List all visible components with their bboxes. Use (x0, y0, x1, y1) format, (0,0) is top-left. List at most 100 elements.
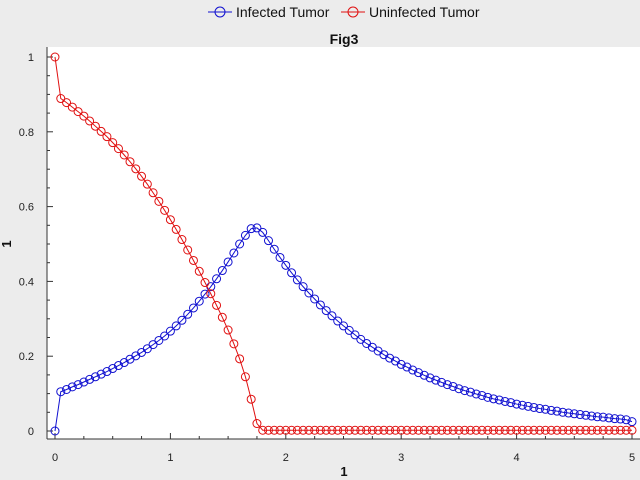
data-point-uninfected-tumor (385, 425, 395, 435)
data-point-infected-tumor (552, 406, 562, 416)
data-point-infected-tumor (292, 275, 302, 285)
legend-swatch-marker (214, 6, 226, 18)
data-point-infected-tumor (62, 384, 72, 394)
data-point-infected-tumor (50, 426, 60, 436)
data-point-uninfected-tumor (125, 157, 135, 167)
data-point-uninfected-tumor (442, 425, 452, 435)
data-point-uninfected-tumor (500, 425, 510, 435)
data-point-uninfected-tumor (610, 425, 620, 435)
data-point-uninfected-tumor (362, 425, 372, 435)
series-infected-tumor (50, 223, 637, 436)
data-point-uninfected-tumor (350, 425, 360, 435)
data-point-uninfected-tumor (373, 425, 383, 435)
data-point-infected-tumor (200, 289, 210, 299)
y-axis-label: 1 (0, 240, 14, 247)
data-point-uninfected-tumor (483, 425, 493, 435)
data-point-infected-tumor (587, 411, 597, 421)
data-point-infected-tumor (269, 244, 279, 254)
data-point-infected-tumor (431, 375, 441, 385)
data-point-infected-tumor (258, 227, 268, 237)
data-point-uninfected-tumor (258, 425, 268, 435)
data-point-uninfected-tumor (67, 102, 77, 112)
data-point-uninfected-tumor (414, 425, 424, 435)
data-point-infected-tumor (500, 396, 510, 406)
data-point-infected-tumor (315, 300, 325, 310)
data-point-uninfected-tumor (471, 425, 481, 435)
data-point-uninfected-tumor (506, 425, 516, 435)
data-point-infected-tumor (188, 303, 198, 313)
data-point-infected-tumor (160, 331, 170, 341)
data-point-infected-tumor (183, 309, 193, 319)
data-point-infected-tumor (339, 321, 348, 331)
data-point-infected-tumor (310, 294, 320, 304)
data-point-infected-tumor (263, 236, 273, 246)
data-point-uninfected-tumor (569, 425, 579, 435)
data-point-uninfected-tumor (546, 425, 556, 435)
y-tick-label: 0 (28, 426, 34, 438)
data-point-uninfected-tumor (275, 425, 285, 435)
data-point-infected-tumor (506, 398, 516, 408)
data-point-uninfected-tumor (90, 121, 100, 131)
data-point-infected-tumor (56, 387, 66, 397)
x-tick-label: 5 (629, 452, 635, 464)
data-point-infected-tumor (529, 402, 539, 412)
data-point-uninfected-tumor (263, 425, 273, 435)
data-point-infected-tumor (385, 353, 395, 363)
data-point-uninfected-tumor (564, 425, 574, 435)
data-point-uninfected-tumor (592, 425, 602, 435)
data-point-infected-tumor (223, 257, 233, 267)
data-point-uninfected-tumor (73, 107, 83, 117)
data-point-infected-tumor (113, 361, 123, 371)
data-point-uninfected-tumor (552, 425, 562, 435)
data-point-infected-tumor (523, 401, 533, 411)
y-tick-label: 0.6 (19, 202, 34, 214)
data-point-uninfected-tumor (402, 425, 412, 435)
data-point-uninfected-tumor (575, 425, 585, 435)
data-point-uninfected-tumor (327, 425, 337, 435)
data-point-uninfected-tumor (512, 425, 522, 435)
data-point-infected-tumor (194, 296, 204, 306)
data-point-infected-tumor (240, 230, 250, 240)
data-point-infected-tumor (229, 248, 239, 258)
data-point-infected-tumor (610, 414, 620, 424)
data-point-uninfected-tumor (621, 425, 631, 435)
data-point-uninfected-tumor (581, 425, 591, 435)
data-point-infected-tumor (512, 399, 522, 409)
data-point-uninfected-tumor (315, 425, 325, 435)
data-point-uninfected-tumor (281, 425, 291, 435)
data-point-infected-tumor (298, 282, 308, 292)
x-tick-label: 4 (514, 452, 520, 464)
data-point-infected-tumor (592, 412, 602, 422)
data-point-infected-tumor (177, 315, 187, 325)
y-tick-label: 0.2 (19, 351, 34, 363)
data-point-uninfected-tumor (183, 245, 193, 255)
series-layer (50, 52, 637, 436)
data-point-uninfected-tumor (102, 132, 112, 142)
data-point-infected-tumor (108, 364, 118, 374)
data-point-infected-tumor (171, 321, 181, 331)
data-point-infected-tumor (90, 372, 100, 382)
data-point-uninfected-tumor (379, 425, 389, 435)
data-point-infected-tumor (437, 377, 447, 387)
data-point-uninfected-tumor (367, 425, 377, 435)
data-point-uninfected-tumor (448, 425, 458, 435)
data-point-uninfected-tumor (517, 425, 527, 435)
data-point-uninfected-tumor (269, 425, 279, 435)
data-point-infected-tumor (287, 268, 297, 278)
x-tick-label: 0 (52, 452, 58, 464)
data-point-infected-tumor (79, 377, 89, 387)
data-point-infected-tumor (581, 410, 591, 420)
data-point-uninfected-tumor (240, 372, 250, 382)
data-point-uninfected-tumor (206, 289, 216, 299)
data-point-uninfected-tumor (477, 425, 487, 435)
data-point-infected-tumor (408, 365, 418, 375)
data-point-uninfected-tumor (523, 425, 533, 435)
y-tick-label: 0.8 (19, 127, 34, 139)
data-point-infected-tumor (275, 252, 285, 262)
data-point-infected-tumor (425, 373, 435, 383)
data-point-infected-tumor (396, 359, 406, 369)
data-point-uninfected-tumor (62, 98, 72, 108)
data-point-uninfected-tumor (396, 425, 406, 435)
data-point-uninfected-tumor (356, 425, 366, 435)
